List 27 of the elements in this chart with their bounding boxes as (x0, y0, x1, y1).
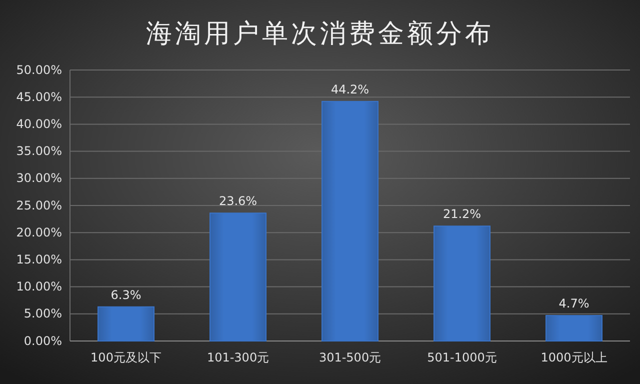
bar (210, 212, 266, 342)
x-tick-label: 101-300元 (206, 350, 270, 365)
bar (434, 226, 490, 342)
chart-title: 海淘用户单次消费金额分布 (146, 19, 494, 49)
y-tick-label: 5.00% (24, 306, 62, 321)
y-tick-label: 45.00% (16, 90, 62, 104)
x-tick-label: 301-500元 (318, 350, 382, 365)
bar (98, 306, 154, 342)
y-tick-label: 50.00% (16, 62, 62, 77)
bar (322, 100, 378, 342)
y-tick-label: 20.00% (16, 225, 62, 240)
x-tick-label: 501-1000元 (427, 350, 497, 365)
x-tick-label: 1000元以上 (540, 350, 608, 365)
x-tick-label: 100元及以下 (90, 350, 162, 365)
y-tick-label: 35.00% (16, 144, 62, 158)
bar (546, 315, 602, 342)
y-tick-label: 10.00% (16, 280, 62, 294)
y-tick-label: 0.00% (24, 334, 62, 348)
y-tick-label: 30.00% (16, 171, 62, 186)
y-tick-label: 25.00% (16, 198, 62, 212)
y-tick-label: 40.00% (16, 117, 62, 132)
data-label: 23.6% (218, 194, 258, 208)
data-label: 6.3% (110, 288, 142, 302)
data-label: 4.7% (558, 296, 590, 311)
data-label: 44.2% (330, 82, 370, 96)
data-label: 21.2% (442, 207, 482, 222)
y-tick-label: 15.00% (16, 252, 62, 267)
